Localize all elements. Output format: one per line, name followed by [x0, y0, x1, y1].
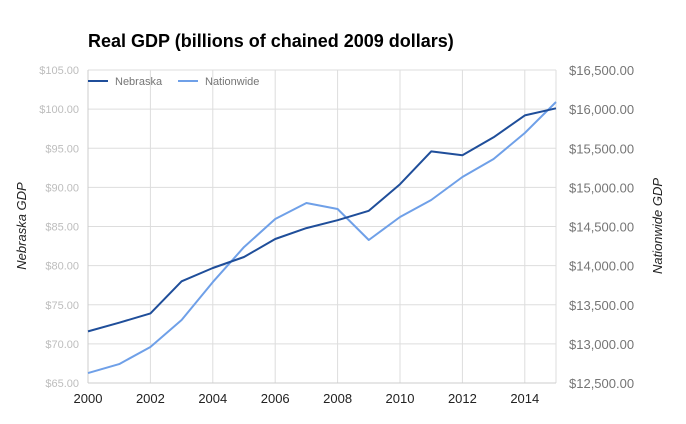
x-axis-ticks: 2000 2002 2004 2006 2008 2010 2012 2014 — [74, 391, 540, 406]
series-line-nebraska[interactable] — [87, 107, 557, 333]
x-tick-label: 2014 — [510, 391, 539, 406]
legend: Nebraska Nationwide — [88, 76, 259, 88]
series-lines — [87, 101, 557, 375]
legend-item-nationwide[interactable]: Nationwide — [178, 76, 259, 88]
x-tick-label: 2000 — [74, 391, 103, 406]
x-tick-label: 2012 — [448, 391, 477, 406]
left-tick-label: $95.00 — [45, 143, 79, 155]
legend-label-nationwide: Nationwide — [205, 76, 259, 88]
right-tick-label: $13,500.00 — [569, 298, 634, 313]
left-axis-ticks: $65.00 $70.00 $75.00 $80.00 $85.00 $90.00 $95.… — [39, 65, 79, 390]
legend-label-nebraska: Nebraska — [115, 76, 163, 88]
right-tick-label: $12,500.00 — [569, 376, 634, 391]
x-tick-label: 2010 — [386, 391, 415, 406]
left-tick-label: $100.00 — [39, 104, 79, 116]
right-tick-label: $13,000.00 — [569, 337, 634, 352]
x-tick-label: 2006 — [261, 391, 290, 406]
left-tick-label: $85.00 — [45, 222, 79, 234]
legend-item-nebraska[interactable]: Nebraska — [88, 76, 163, 88]
left-axis-title: Nebraska GDP — [14, 182, 29, 270]
right-tick-label: $16,500.00 — [569, 63, 634, 78]
left-tick-label: $80.00 — [45, 261, 79, 273]
chart-title: Real GDP (billions of chained 2009 dolla… — [88, 31, 454, 51]
left-tick-label: $105.00 — [39, 65, 79, 77]
right-axis-ticks: $12,500.00 $13,000.00 $13,500.00 $14,000.00… — [569, 63, 634, 391]
left-tick-label: $65.00 — [45, 378, 79, 390]
left-tick-label: $75.00 — [45, 300, 79, 312]
left-tick-label: $70.00 — [45, 339, 79, 351]
right-axis-title: Nationwide GDP — [650, 178, 665, 274]
right-tick-label: $14,500.00 — [569, 220, 634, 235]
left-tick-label: $90.00 — [45, 182, 79, 194]
right-tick-label: $15,000.00 — [569, 180, 634, 195]
horizontal-gridlines — [87, 69, 556, 384]
right-tick-label: $16,000.00 — [569, 102, 634, 117]
x-tick-label: 2002 — [136, 391, 165, 406]
right-tick-label: $15,500.00 — [569, 141, 634, 156]
series-line-nationwide[interactable] — [87, 101, 557, 375]
x-tick-label: 2008 — [323, 391, 352, 406]
right-tick-label: $14,000.00 — [569, 259, 634, 274]
x-tick-label: 2004 — [198, 391, 227, 406]
